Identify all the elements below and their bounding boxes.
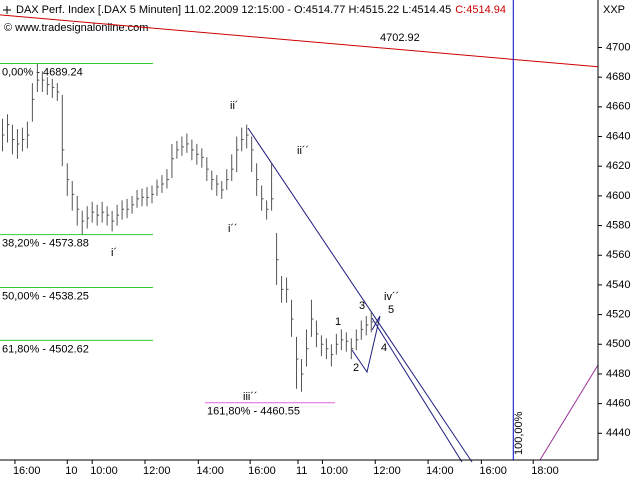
wave-label: 4 bbox=[381, 342, 387, 354]
wave-label: iii´´ bbox=[243, 391, 258, 403]
wave-label: iv´´ bbox=[384, 291, 399, 303]
fib-label: 50,00% - 4538.25 bbox=[2, 290, 89, 302]
x-tick-label: 10:00 bbox=[90, 465, 118, 477]
y-tick-label: 4600 bbox=[606, 190, 630, 202]
wave-label: 3 bbox=[359, 300, 365, 312]
corner-label: XXP bbox=[603, 4, 625, 16]
wave-label: ii´ bbox=[230, 100, 239, 112]
wave-label: 2 bbox=[353, 362, 359, 374]
wave-label: i´´ bbox=[228, 223, 238, 235]
trendline bbox=[0, 14, 599, 68]
annotation-lines bbox=[247, 127, 599, 463]
fib-label: 61,80% - 4502.62 bbox=[2, 343, 89, 355]
fib-label: 38,20% - 4573.88 bbox=[2, 238, 89, 250]
fib-label: 161,80% - 4460.55 bbox=[207, 406, 300, 418]
y-tick-label: 4620 bbox=[606, 160, 630, 172]
y-tick-label: 4440 bbox=[606, 427, 630, 439]
x-tick-label: 18:00 bbox=[531, 465, 559, 477]
wave-label: ii´´ bbox=[297, 145, 309, 157]
x-tick-label: 12:00 bbox=[373, 465, 401, 477]
x-tick-label: 16:00 bbox=[248, 465, 276, 477]
wave-label: 1 bbox=[335, 316, 341, 328]
vertical-line-label: 100,00% bbox=[513, 411, 525, 455]
y-tick-label: 4500 bbox=[606, 338, 630, 350]
y-tick-label: 4660 bbox=[606, 101, 630, 113]
y-tick-label: 4520 bbox=[606, 308, 630, 320]
y-tick-label: 4560 bbox=[606, 249, 630, 261]
title: DAX Perf. Index [.DAX 5 Minuten] 11.02.2… bbox=[16, 4, 451, 16]
trendline-label: 4702.92 bbox=[380, 32, 420, 44]
x-tick-label: 16:00 bbox=[479, 465, 507, 477]
x-tick-label: 10 bbox=[65, 465, 77, 477]
x-tick-label: 12:00 bbox=[143, 465, 171, 477]
y-tick-label: 4540 bbox=[606, 279, 630, 291]
x-tick-label: 16:00 bbox=[13, 465, 41, 477]
x-tick-label: 10:00 bbox=[320, 465, 348, 477]
y-tick-label: 4700 bbox=[606, 41, 630, 53]
chart-title: DAX Perf. Index [.DAX 5 Minuten] 11.02.2… bbox=[16, 4, 506, 16]
x-tick-label: 14:00 bbox=[196, 465, 224, 477]
y-tick-label: 4580 bbox=[606, 219, 630, 231]
y-tick-label: 4640 bbox=[606, 130, 630, 142]
y-tick-label: 4480 bbox=[606, 368, 630, 380]
cross-icon bbox=[3, 6, 11, 14]
y-tick-label: 4460 bbox=[606, 398, 630, 410]
x-tick-label: 14:00 bbox=[426, 465, 454, 477]
x-tick-label: 11 bbox=[296, 465, 307, 477]
wave-label: 5 bbox=[388, 304, 394, 316]
watermark: © www.tradesignalonline.com bbox=[4, 22, 148, 34]
close-label: C:4514.94 bbox=[455, 4, 506, 16]
y-tick-label: 4680 bbox=[606, 71, 630, 83]
wave-label: i´ bbox=[111, 247, 117, 259]
